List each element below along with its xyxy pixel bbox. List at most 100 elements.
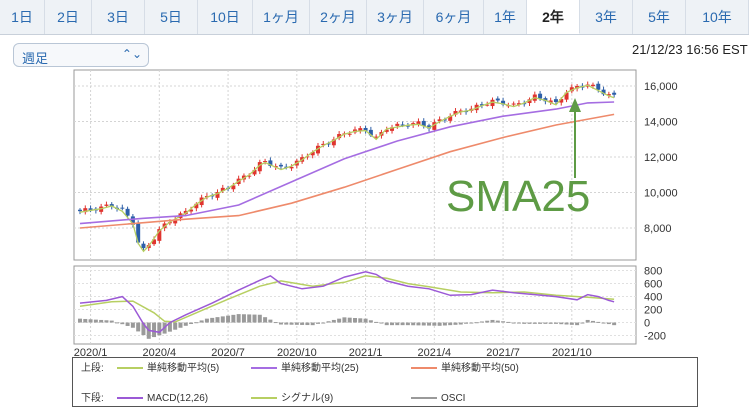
osci-bar [353, 318, 357, 323]
osci-bar [120, 322, 125, 325]
period-select[interactable]: 週足 ⌃⌄ [13, 43, 149, 67]
osci-bar [495, 320, 500, 323]
osci-bar [506, 321, 511, 323]
osci-bar [278, 322, 283, 325]
range-tab-bar: 1日 2日 3日 5日 10日 1ヶ月 2ヶ月 3ヶ月 6ヶ月 1年 2年 3年 5年 10年 [0, 0, 749, 35]
tab-4[interactable]: 5日 [145, 0, 198, 34]
legend-upper-label: 上段: [81, 363, 104, 374]
macd-y-tick-label: -200 [644, 331, 666, 343]
osci-bar [152, 322, 157, 338]
candle-body [490, 99, 495, 107]
osci-bar [167, 322, 172, 332]
tab-14[interactable]: 10年 [686, 0, 749, 34]
candle-body [231, 185, 236, 190]
osci-bar [284, 322, 289, 325]
chevron-updown-icon: ⌃⌄ [121, 47, 142, 61]
legend-lower-label: 下段: [81, 393, 104, 404]
sma50-line [79, 113, 615, 229]
sma25-annotation: SMA25 [446, 172, 591, 221]
osci-bar [427, 322, 432, 326]
price-y-tick-label: 14,000 [644, 116, 678, 128]
osci-bar [469, 322, 474, 324]
osci-bar [115, 322, 120, 324]
candle-body [485, 104, 490, 106]
candle-body [252, 169, 257, 175]
osci-bar [241, 314, 246, 323]
candle-body [104, 204, 109, 206]
legend-item-upper-2: 単純移動平均(25) [251, 361, 359, 377]
price-y-tick-label: 16,000 [644, 81, 678, 93]
candle-body [173, 219, 178, 224]
osci-bar [601, 322, 606, 324]
tab-2[interactable]: 2日 [45, 0, 92, 34]
osci-bar [294, 322, 299, 325]
osci-bar [321, 322, 326, 324]
osci-bar [88, 319, 93, 323]
tab-10[interactable]: 1年 [484, 0, 527, 34]
osci-bar [300, 322, 305, 325]
osci-bar [405, 322, 410, 326]
legend-swatch [251, 367, 277, 370]
osci-bar [315, 322, 320, 324]
macd-line [79, 271, 615, 334]
candle-body [384, 129, 389, 132]
tab-6[interactable]: 1ヶ月 [253, 0, 310, 34]
candle-body [278, 164, 283, 167]
osci-bar [453, 322, 458, 325]
candle-body [405, 125, 410, 127]
candle-body [458, 110, 463, 112]
legend-item-lower-2: シグナル(9) [251, 391, 333, 407]
candle-body [130, 216, 135, 225]
candle-body [442, 119, 447, 121]
candle-body [215, 192, 220, 198]
candle-body [374, 136, 379, 138]
osci-bar [130, 322, 135, 328]
candle-body [411, 123, 416, 125]
osci-bar [585, 319, 590, 323]
x-tick-label: 2020/10 [277, 347, 317, 356]
osci-bar [575, 322, 580, 326]
candle-body [220, 187, 225, 192]
candle-body [548, 100, 553, 103]
candle-body [263, 161, 268, 163]
tab-3[interactable]: 3日 [92, 0, 145, 34]
osci-bar [358, 318, 363, 323]
osci-bar [416, 322, 421, 326]
osci-bar [553, 322, 558, 324]
candle-body [427, 125, 432, 129]
candle-body [347, 133, 352, 135]
period-select-value: 週足 [22, 51, 49, 66]
tab-12[interactable]: 3年 [580, 0, 633, 34]
osci-bar [395, 322, 400, 326]
tab-13[interactable]: 5年 [633, 0, 686, 34]
tab-9[interactable]: 6ヶ月 [424, 0, 484, 34]
osci-bar [263, 317, 268, 323]
candle-body [157, 229, 162, 241]
price-y-tick-label: 10,000 [644, 188, 678, 200]
osci-bar [194, 322, 199, 324]
osci-bar [516, 322, 521, 324]
tab-11[interactable]: 2年 [527, 0, 580, 34]
candle-body [543, 98, 548, 102]
stock-chart: 2020/1 2020/4 2020/7 2020/10 2021/1 2021/4 202… [73, 69, 678, 356]
candle-body [395, 123, 400, 126]
osci-bar [109, 320, 114, 323]
tab-5[interactable]: 10日 [198, 0, 253, 34]
osci-bar [268, 319, 273, 323]
osci-bar [178, 322, 183, 328]
macd-y-tick-label: 800 [644, 266, 662, 278]
candle-body [564, 92, 569, 100]
osci-bar [442, 322, 447, 326]
tab-7[interactable]: 2ヶ月 [310, 0, 367, 34]
tab-1[interactable]: 1日 [0, 0, 45, 34]
timestamp: 21/12/23 16:56 EST [632, 42, 748, 57]
legend-row-upper: 上段: 単純移動平均(5) 単純移動平均(25) 単純移動平均(50) [81, 361, 519, 377]
candle-body [612, 92, 617, 95]
osci-bar [289, 322, 294, 325]
candle-body [421, 120, 426, 127]
candle-body [78, 209, 82, 212]
legend-item-lower-3: OSCI [411, 391, 465, 407]
tab-8[interactable]: 3ヶ月 [367, 0, 424, 34]
candle-body [337, 134, 342, 139]
osci-bar [458, 322, 463, 325]
